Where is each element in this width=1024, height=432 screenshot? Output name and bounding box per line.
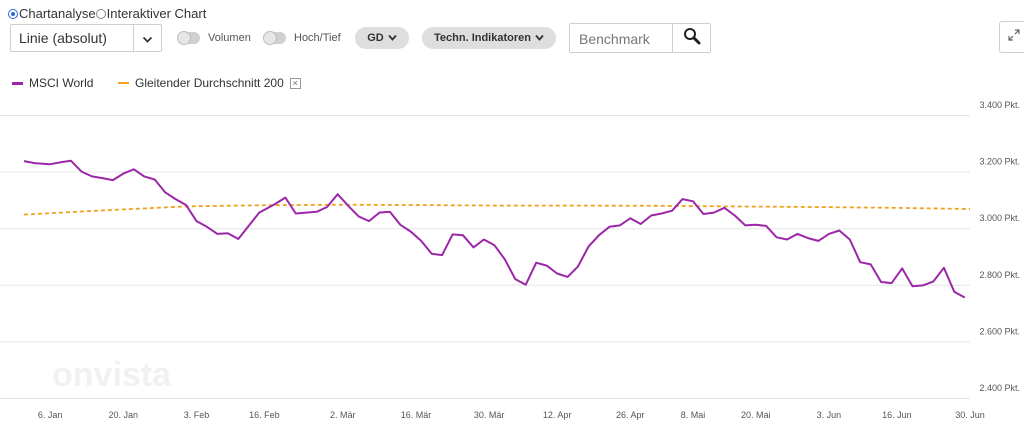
y-tick-label: 2.400 Pkt. bbox=[979, 383, 1020, 393]
benchmark-search bbox=[569, 23, 711, 54]
legend-gd200[interactable]: Gleitender Durchschnitt 200 × bbox=[118, 76, 301, 90]
x-tick-label: 3. Jun bbox=[817, 410, 842, 420]
gd200-line bbox=[23, 203, 971, 216]
y-tick-label: 3.200 Pkt. bbox=[979, 157, 1020, 167]
close-icon: × bbox=[292, 77, 298, 88]
x-tick-label: 20. Jan bbox=[109, 410, 139, 420]
magnifier-icon bbox=[683, 27, 701, 50]
benchmark-input[interactable] bbox=[570, 24, 685, 54]
radio-interaktiver-chart[interactable] bbox=[95, 8, 106, 19]
x-tick-label: 8. Mai bbox=[681, 410, 706, 420]
x-tick-label: 30. Mär bbox=[474, 410, 505, 420]
y-tick-label: 2.800 Pkt. bbox=[979, 270, 1020, 280]
remove-gd200-button[interactable]: × bbox=[289, 77, 301, 89]
volume-label: Volumen bbox=[208, 32, 251, 44]
legend-gd200-swatch bbox=[118, 82, 129, 84]
indicators-chevron-down-icon bbox=[535, 33, 544, 44]
x-tick-label: 30. Jun bbox=[955, 410, 985, 420]
y-axis: 2.400 Pkt. 2.600 Pkt. 2.800 Pkt. 3.000 Pkt.… bbox=[979, 100, 1020, 393]
x-tick-label: 2. Mär bbox=[330, 410, 356, 420]
select-divider bbox=[133, 25, 134, 51]
chart-type-value: Linie (absolut) bbox=[19, 30, 107, 46]
legend-msci[interactable]: MSCI World bbox=[12, 76, 93, 90]
x-tick-label: 16. Jun bbox=[882, 410, 912, 420]
expand-icon bbox=[1008, 28, 1020, 46]
radio-chartanalyse-label[interactable]: Chartanalyse bbox=[19, 6, 96, 21]
legend-msci-swatch bbox=[12, 81, 23, 85]
high-low-label: Hoch/Tief bbox=[294, 32, 341, 44]
legend-msci-label: MSCI World bbox=[29, 76, 94, 90]
gd-chevron-down-icon bbox=[388, 33, 397, 44]
chevron-down-icon bbox=[142, 32, 153, 48]
legend-gd200-label: Gleitender Durchschnitt 200 bbox=[135, 76, 284, 90]
chart-series bbox=[23, 159, 971, 299]
x-tick-label: 20. Mai bbox=[741, 410, 771, 420]
radio-chartanalyse[interactable] bbox=[8, 8, 18, 19]
volume-toggle[interactable]: Volumen bbox=[177, 31, 251, 45]
x-tick-label: 16. Mär bbox=[401, 410, 432, 420]
y-tick-label: 3.000 Pkt. bbox=[979, 213, 1020, 223]
onvista-watermark: onvista bbox=[52, 356, 172, 394]
search-button[interactable] bbox=[672, 24, 710, 52]
x-tick-label: 6. Jan bbox=[38, 410, 63, 420]
view-mode-group: Chartanalyse Interaktiver Chart bbox=[8, 6, 206, 21]
x-tick-label: 3. Feb bbox=[184, 410, 210, 420]
gd-button-label: GD bbox=[367, 32, 384, 44]
y-tick-label: 2.600 Pkt. bbox=[979, 326, 1020, 336]
msci-world-line bbox=[23, 159, 966, 299]
volume-switch[interactable] bbox=[177, 31, 200, 45]
x-tick-label: 16. Feb bbox=[249, 410, 280, 420]
high-low-switch[interactable] bbox=[263, 31, 286, 45]
chart-type-select[interactable]: Linie (absolut) bbox=[10, 24, 162, 52]
x-tick-label: 12. Apr bbox=[543, 410, 572, 420]
radio-interaktiver-chart-label[interactable]: Interaktiver Chart bbox=[106, 6, 207, 21]
gd-button[interactable]: GD bbox=[355, 27, 409, 49]
y-tick-label: 3.400 Pkt. bbox=[979, 100, 1020, 110]
high-low-toggle[interactable]: Hoch/Tief bbox=[263, 31, 341, 45]
chart-grid bbox=[0, 115, 970, 399]
expand-button[interactable] bbox=[999, 21, 1024, 53]
x-axis: 6. Jan 20. Jan 3. Feb 16. Feb 2. Mär 16. Mär 3… bbox=[38, 410, 985, 420]
indicators-button-label: Techn. Indikatoren bbox=[434, 32, 531, 44]
indicators-button[interactable]: Techn. Indikatoren bbox=[422, 27, 556, 49]
x-tick-label: 26. Apr bbox=[616, 410, 645, 420]
